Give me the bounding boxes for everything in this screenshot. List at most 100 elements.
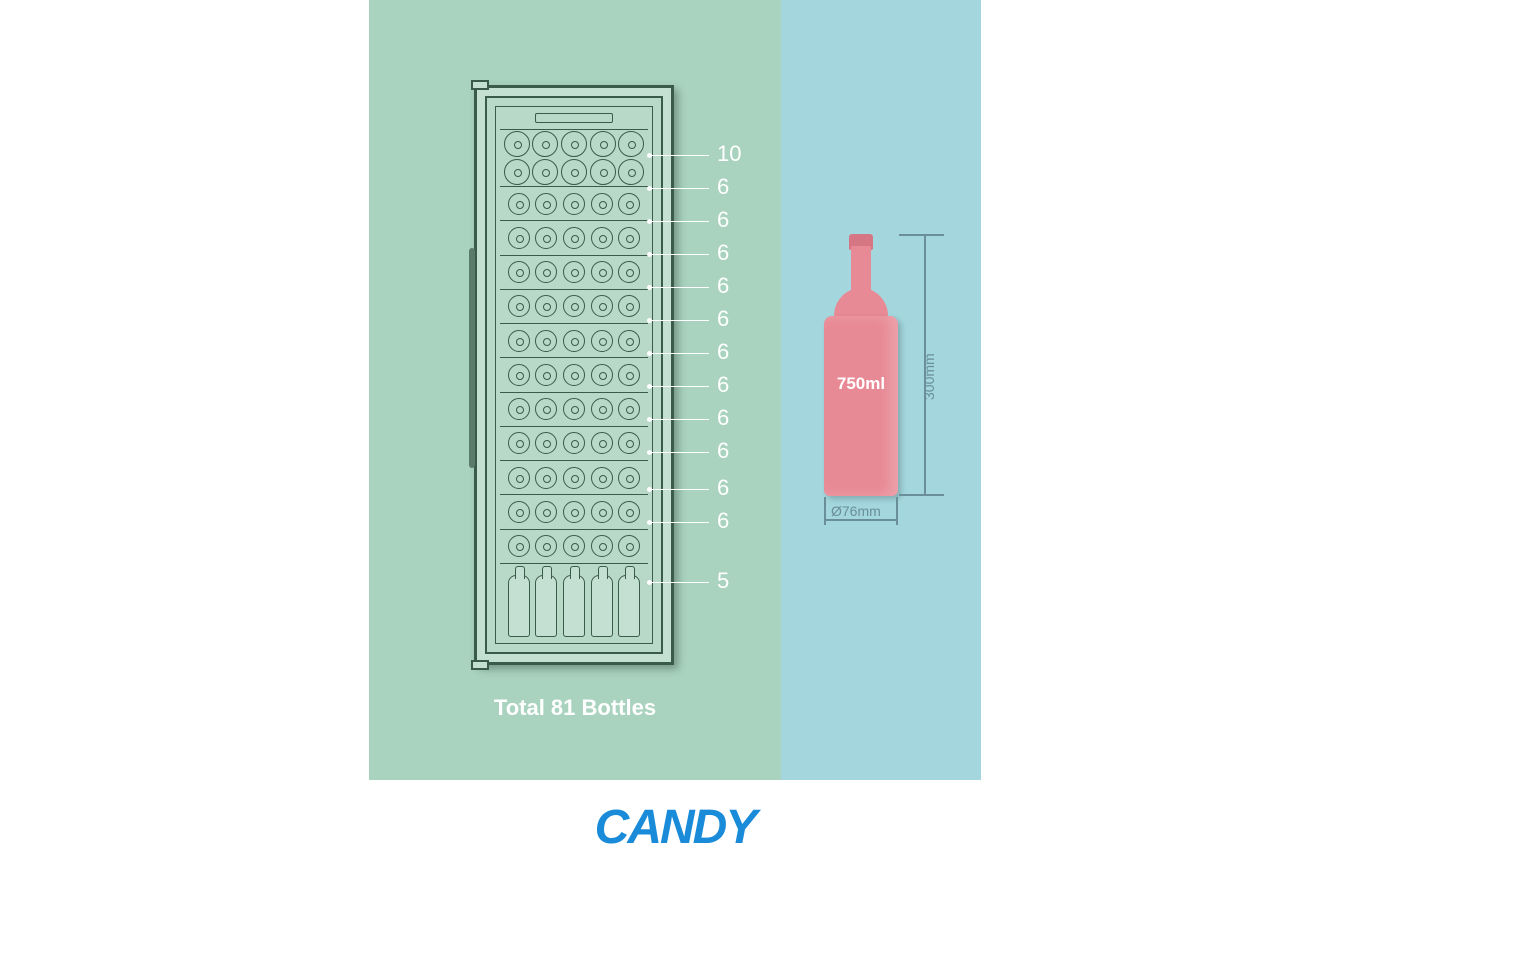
dim-dia-tick-r	[896, 497, 898, 525]
bottle-horizontal-icon	[508, 261, 530, 283]
leader-line	[649, 582, 709, 583]
bottle-horizontal-icon	[504, 159, 530, 185]
bottle-horizontal-icon	[590, 131, 616, 157]
bottle-horizontal-icon	[532, 131, 558, 157]
cooler-inner	[495, 106, 653, 644]
shelves-container	[500, 129, 648, 639]
bottle-horizontal-icon	[591, 501, 613, 523]
bottle-horizontal-icon	[561, 159, 587, 185]
bottle-horizontal-icon	[618, 261, 640, 283]
bottle-horizontal-icon	[618, 398, 640, 420]
bottle-horizontal-icon	[535, 535, 557, 557]
dim-dia-label: Ø76mm	[831, 503, 881, 519]
bottle-horizontal-icon	[508, 364, 530, 386]
shelf-row	[500, 494, 648, 528]
bottle-horizontal-icon	[508, 398, 530, 420]
bottle-vertical-icon	[618, 575, 640, 637]
bottle-horizontal-icon	[563, 364, 585, 386]
row-count-label: 6	[717, 273, 729, 299]
bottle-horizontal-icon	[535, 261, 557, 283]
bottle-volume-label: 750ml	[824, 374, 898, 394]
bottle-horizontal-icon	[618, 227, 640, 249]
bottle-horizontal-icon	[563, 330, 585, 352]
leader-line	[649, 452, 709, 453]
shelf-row	[500, 563, 648, 639]
wine-cooler	[474, 85, 674, 665]
bottle-horizontal-icon	[504, 131, 530, 157]
shelf-row	[500, 392, 648, 426]
leader-line	[649, 522, 709, 523]
row-count-label: 6	[717, 475, 729, 501]
bottle-horizontal-icon	[591, 261, 613, 283]
bottle-horizontal-icon	[618, 193, 640, 215]
row-count-label: 6	[717, 174, 729, 200]
bottle-horizontal-icon	[618, 295, 640, 317]
shelf-row	[500, 529, 648, 563]
shelf-row	[500, 220, 648, 254]
reference-bottle: 750ml	[824, 234, 898, 496]
bottle-vertical-icon	[563, 575, 585, 637]
bottle-vertical-icon	[508, 575, 530, 637]
leader-line	[649, 386, 709, 387]
bottle-horizontal-icon	[563, 432, 585, 454]
bottle-horizontal-icon	[618, 467, 640, 489]
bottle-horizontal-icon	[508, 535, 530, 557]
row-count-label: 6	[717, 372, 729, 398]
leader-line	[649, 188, 709, 189]
bottle-horizontal-icon	[563, 193, 585, 215]
bottle-horizontal-icon	[561, 131, 587, 157]
shelf-row	[500, 129, 648, 186]
total-label: Total 81 Bottles	[369, 695, 781, 721]
bottle-horizontal-icon	[591, 330, 613, 352]
leader-line	[649, 287, 709, 288]
hinge-top	[471, 80, 489, 90]
bottle-horizontal-icon	[563, 467, 585, 489]
infographic-canvas: 10666666666665 Total 81 Bottles 750ml 30…	[369, 0, 981, 780]
bottle-horizontal-icon	[508, 432, 530, 454]
bottle-horizontal-icon	[591, 535, 613, 557]
row-count-label: 6	[717, 339, 729, 365]
dim-height-tick-bot	[899, 494, 944, 496]
shelf-row	[500, 460, 648, 494]
bottle-horizontal-icon	[591, 227, 613, 249]
shelf-row	[500, 323, 648, 357]
bottle-vertical-icon	[591, 575, 613, 637]
bottle-horizontal-icon	[535, 398, 557, 420]
bottle-horizontal-icon	[535, 501, 557, 523]
vent	[535, 113, 613, 123]
bottle-horizontal-icon	[591, 193, 613, 215]
leader-line	[649, 221, 709, 222]
bottle-horizontal-icon	[618, 131, 644, 157]
bottle-horizontal-icon	[590, 159, 616, 185]
bottle-horizontal-icon	[563, 501, 585, 523]
row-count-label: 6	[717, 405, 729, 431]
bottle-horizontal-icon	[591, 432, 613, 454]
leader-line	[649, 254, 709, 255]
leader-line	[649, 320, 709, 321]
bottle-horizontal-icon	[563, 295, 585, 317]
bottle-horizontal-icon	[532, 159, 558, 185]
shelf-row	[500, 426, 648, 460]
row-count-label: 6	[717, 306, 729, 332]
row-count-label: 6	[717, 207, 729, 233]
bottle-horizontal-icon	[535, 193, 557, 215]
shelf-row	[500, 357, 648, 391]
leader-line	[649, 419, 709, 420]
dim-height-label: 300mm	[921, 353, 937, 400]
bottle-horizontal-icon	[535, 467, 557, 489]
bottle-horizontal-icon	[535, 330, 557, 352]
row-count-label: 6	[717, 438, 729, 464]
bottle-horizontal-icon	[508, 227, 530, 249]
brand-logo: CANDY	[369, 800, 981, 855]
bottle-horizontal-icon	[563, 535, 585, 557]
bottle-horizontal-icon	[618, 364, 640, 386]
bottle-horizontal-icon	[618, 501, 640, 523]
bottle-horizontal-icon	[535, 295, 557, 317]
hinge-bottom	[471, 660, 489, 670]
bottle-shoulder	[834, 288, 888, 316]
bottle-horizontal-icon	[618, 330, 640, 352]
bottle-horizontal-icon	[618, 535, 640, 557]
leader-line	[649, 489, 709, 490]
bottle-horizontal-icon	[618, 432, 640, 454]
bottle-horizontal-icon	[563, 261, 585, 283]
